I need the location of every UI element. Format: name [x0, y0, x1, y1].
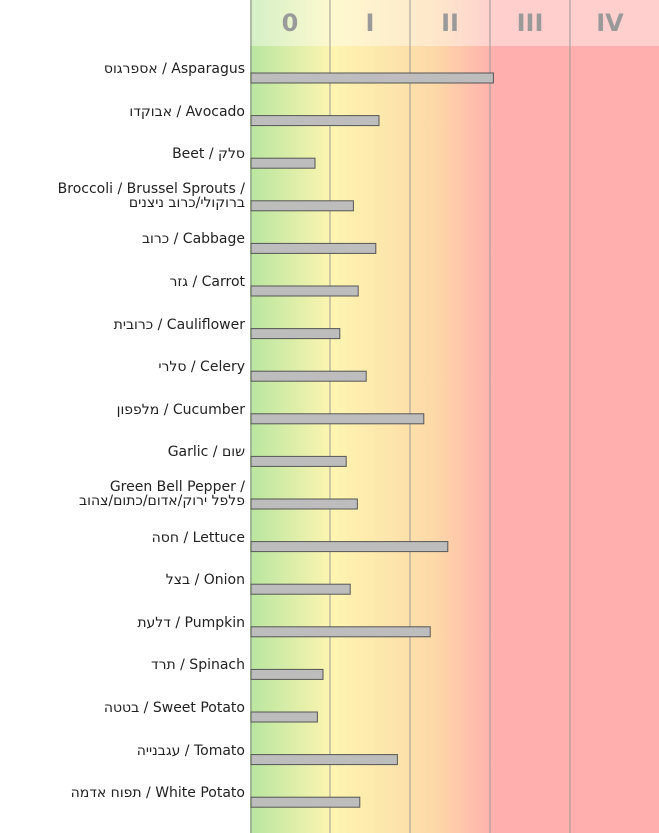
bar: [250, 200, 354, 212]
category-label: Green Bell Pepper / פלפל ירוק/אדום/כתום/צ…: [0, 480, 245, 508]
bar: [250, 754, 398, 766]
bar: [250, 668, 324, 680]
category-label: Beet / סלק: [172, 146, 245, 163]
bar: [250, 796, 361, 808]
category-label: חסה / Lettuce: [151, 529, 245, 546]
bar: [250, 328, 341, 340]
x-tick-label: 0: [282, 9, 299, 37]
bar: [250, 498, 358, 510]
category-label: Broccoli / Brussel Sprouts / ברוקולי/כרוב…: [0, 182, 245, 210]
header-band: [250, 0, 659, 46]
category-label: מלפפון / Cucumber: [116, 401, 245, 418]
bar: [250, 285, 359, 297]
category-label: דלעת / Pumpkin: [137, 614, 245, 631]
bar: [250, 541, 449, 553]
category-label: בטטה / Sweet Potato: [103, 700, 245, 716]
x-tick-label: I: [366, 9, 375, 37]
category-label: עגבנייה / Tomato: [136, 742, 245, 759]
bar: [250, 626, 431, 638]
category-label-line: פלפל ירוק/אדום/כתום/צהוב: [79, 493, 245, 509]
category-label-line: Green Bell Pepper /: [109, 479, 245, 495]
bar: [250, 455, 347, 467]
category-label: תרד / Spinach: [150, 657, 245, 674]
category-label: כרובית / Cauliflower: [113, 316, 245, 333]
category-label: בצל / Onion: [165, 572, 245, 589]
bar: [250, 583, 351, 595]
category-label: סלרי / Celery: [158, 359, 245, 376]
category-label-line: Broccoli / Brussel Sprouts /: [57, 180, 245, 197]
bar: [250, 115, 380, 127]
bar: [250, 711, 318, 723]
bar: [250, 72, 494, 84]
bar: [250, 413, 425, 425]
x-tick-label: IV: [596, 9, 624, 37]
category-label: כרוב / Cabbage: [141, 231, 245, 248]
category-label: Garlic / שום: [167, 444, 245, 461]
category-label: אספרגוס / Asparagus: [103, 61, 245, 77]
category-label: גזר / Carrot: [169, 274, 245, 290]
bar: [250, 370, 367, 382]
x-tick-label: II: [441, 9, 459, 37]
category-label: תפוח אדמה / White Potato: [70, 785, 245, 802]
category-label-line: ברוקולי/כרוב ניצנים: [128, 194, 245, 211]
bar: [250, 157, 316, 169]
category-label: אבוקדו / Avocado: [129, 103, 245, 120]
x-tick-label: III: [517, 9, 544, 37]
bar: [250, 242, 377, 254]
